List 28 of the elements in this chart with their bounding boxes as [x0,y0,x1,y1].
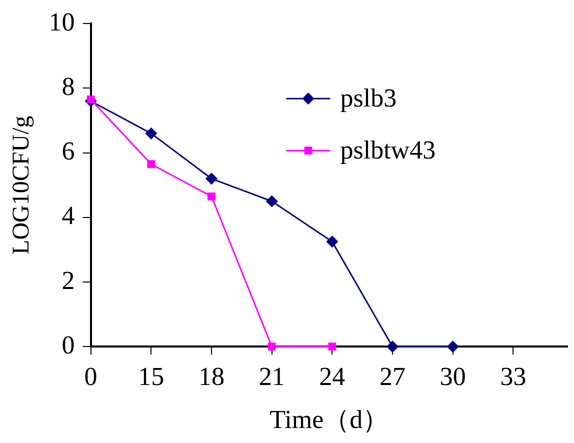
x-tick-label: 21 [258,362,285,392]
y-tick-label: 6 [62,136,75,166]
y-tick-label: 0 [62,330,75,360]
point [268,342,276,351]
y-tick-label: 10 [48,7,75,36]
point [147,160,156,168]
x-tick-label: 0 [84,362,98,392]
legend-label: pslb3 [340,83,397,112]
x-tick-label: 24 [319,362,346,392]
point [328,342,336,351]
point [386,340,398,352]
point [447,340,459,352]
x-tick-label: 27 [380,362,406,392]
x-tick-label: 30 [440,362,466,392]
point [266,196,278,207]
x-axis-title: Time（d） [270,405,389,434]
point [326,236,338,248]
point [208,192,216,200]
y-axis-title: LOG10CFU/g [8,116,35,254]
point [206,172,218,184]
x-tick-label: 33 [500,362,526,392]
y-tick-label: 2 [62,266,75,295]
x-tick-label: 15 [138,362,164,392]
legend-label: pslbtw43 [340,135,436,164]
point [145,128,157,140]
y-tick-label: 8 [62,72,75,102]
x-tick-label: 18 [198,362,224,392]
y-tick-label: 4 [62,201,75,230]
